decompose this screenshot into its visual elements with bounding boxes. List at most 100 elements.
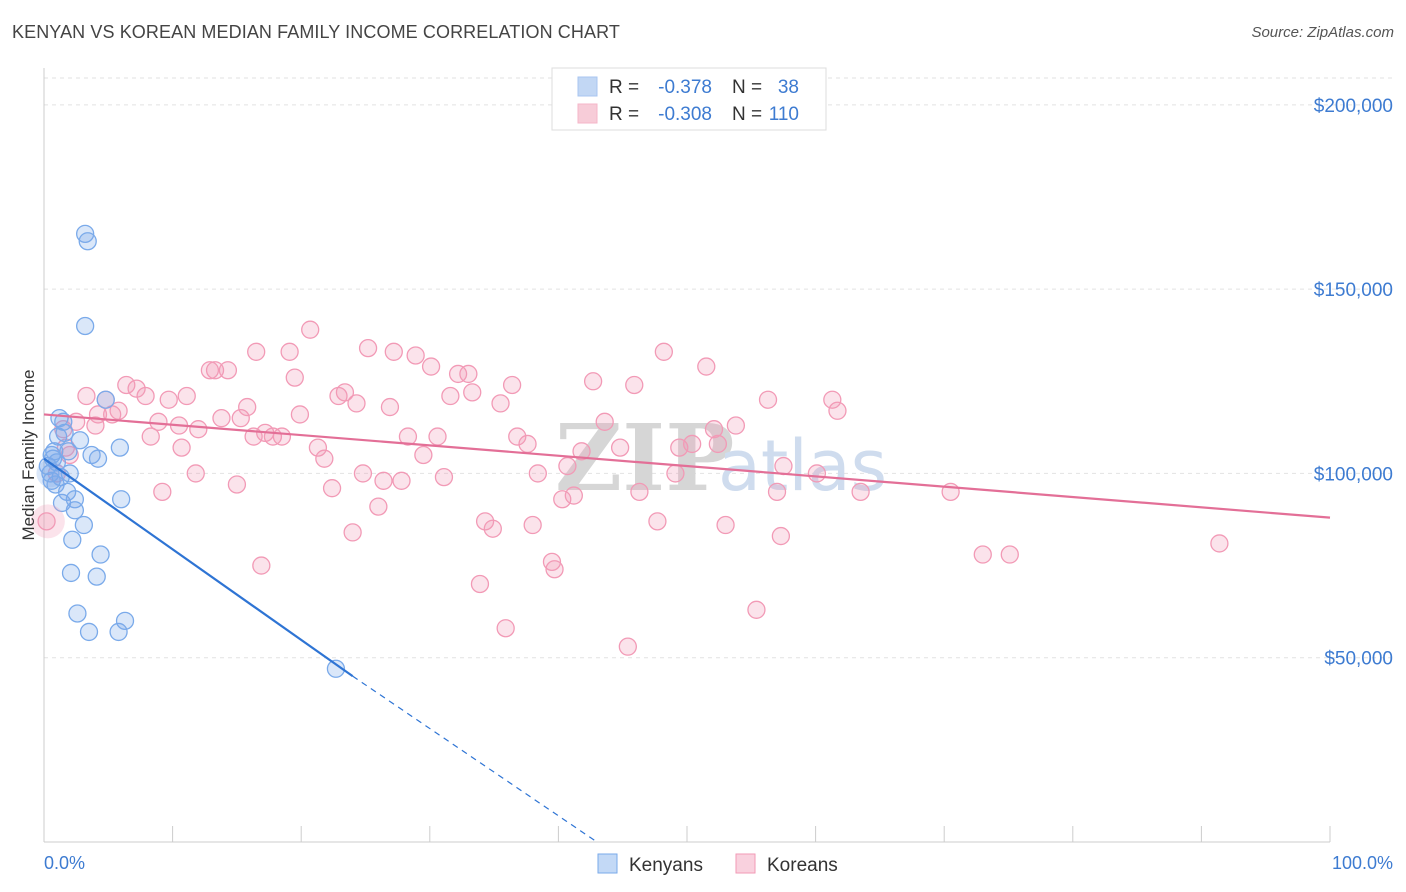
koreans-point bbox=[807, 464, 827, 483]
koreans-point bbox=[528, 464, 547, 483]
legend-n-label: N = bbox=[732, 77, 762, 98]
koreans-point bbox=[648, 512, 667, 531]
koreans-point bbox=[459, 364, 478, 384]
koreans-point bbox=[483, 519, 502, 538]
koreans-point bbox=[708, 434, 728, 454]
koreans-point bbox=[542, 552, 562, 572]
kenyans-point bbox=[45, 442, 64, 461]
kenyans-point bbox=[76, 224, 95, 244]
koreans-point bbox=[406, 346, 425, 365]
koreans-point bbox=[369, 497, 388, 516]
y-tick-label: $100,000 bbox=[1314, 464, 1393, 485]
y-axis-label: Median Family Income bbox=[19, 369, 38, 540]
koreans-point bbox=[823, 390, 842, 409]
koreans-point bbox=[247, 342, 266, 361]
legend-n-value: 38 bbox=[778, 77, 799, 98]
legend-n-value: 110 bbox=[769, 104, 799, 125]
legend: R = -0.378 N = 38 R = -0.308 N = 110 bbox=[551, 67, 827, 131]
koreans-point bbox=[353, 464, 373, 483]
kenyans-point bbox=[65, 501, 85, 520]
legend-swatch bbox=[577, 76, 598, 97]
legend-swatch bbox=[577, 103, 598, 124]
legend-r-label: R = bbox=[609, 77, 639, 98]
koreans-point bbox=[374, 471, 393, 490]
kenyans-point bbox=[63, 530, 82, 549]
kenyans-point bbox=[61, 563, 81, 583]
chart-title: KENYAN VS KOREAN MEDIAN FAMILY INCOME CO… bbox=[12, 22, 620, 42]
y-tick-label: $150,000 bbox=[1314, 280, 1393, 301]
koreans-point bbox=[421, 357, 441, 376]
kenyans-point bbox=[110, 438, 130, 457]
bottom-legend-label: Koreans bbox=[767, 855, 838, 876]
koreans-point bbox=[726, 416, 746, 435]
koreans-point bbox=[1210, 534, 1229, 553]
koreans-point bbox=[280, 342, 299, 361]
legend-r-value: -0.378 bbox=[658, 77, 712, 98]
kenyans-point bbox=[79, 622, 99, 642]
koreans-point bbox=[414, 445, 433, 465]
koreans-point bbox=[564, 486, 583, 505]
koreans-point bbox=[583, 372, 603, 391]
koreans-point bbox=[448, 364, 468, 384]
koreans-point bbox=[347, 394, 366, 413]
koreans-point bbox=[518, 434, 537, 454]
koreans-point bbox=[1000, 545, 1019, 564]
chart-source: Source: ZipAtlas.com bbox=[1251, 24, 1394, 41]
koreans-point bbox=[973, 545, 992, 564]
koreans-point bbox=[189, 420, 208, 439]
kenyans-point bbox=[326, 659, 346, 678]
koreans-point bbox=[136, 386, 155, 406]
koreans-point bbox=[545, 560, 564, 579]
label-layer: $50,000 $100,000 $150,000 $200,000 0.0% 100.0… bbox=[19, 96, 1393, 873]
koreans-point bbox=[77, 386, 96, 406]
koreans-point bbox=[218, 361, 238, 380]
koreans-point bbox=[716, 515, 735, 535]
kenyans-point bbox=[70, 431, 90, 450]
koreans-point bbox=[227, 475, 247, 494]
koreans-point bbox=[767, 482, 787, 502]
bottom-legend-swatch bbox=[735, 853, 756, 874]
koreans-point bbox=[205, 361, 225, 380]
koreans-point bbox=[117, 375, 136, 395]
kenyans-point bbox=[55, 423, 74, 443]
kenyans-point bbox=[59, 442, 78, 461]
kenyans-point bbox=[68, 604, 87, 623]
koreans-point bbox=[572, 442, 591, 461]
kenyans-point bbox=[109, 622, 128, 642]
kenyans-point bbox=[96, 390, 115, 409]
koreans-point bbox=[697, 357, 716, 376]
koreans-point bbox=[322, 479, 342, 498]
koreans-point bbox=[558, 456, 577, 476]
koreans-point bbox=[475, 512, 495, 531]
koreans-point bbox=[502, 375, 522, 395]
legend-box bbox=[551, 67, 827, 131]
koreans-point bbox=[384, 342, 403, 361]
koreans-point bbox=[595, 412, 614, 431]
koreans-trend-line bbox=[43, 413, 1331, 519]
koreans-point bbox=[774, 456, 793, 476]
koreans-point bbox=[186, 464, 205, 483]
koreans-point bbox=[610, 438, 630, 457]
koreans-point bbox=[172, 438, 191, 457]
koreans-point bbox=[828, 401, 847, 420]
koreans-point bbox=[200, 361, 220, 380]
koreans-point bbox=[149, 412, 168, 431]
koreans-point bbox=[380, 397, 400, 417]
koreans-point bbox=[508, 427, 527, 446]
koreans-point bbox=[428, 427, 447, 446]
koreans-point bbox=[630, 482, 649, 502]
koreans-point bbox=[682, 434, 702, 454]
koreans-point bbox=[343, 523, 362, 542]
kenyans-point bbox=[115, 611, 135, 631]
kenyans-point bbox=[36, 459, 65, 488]
koreans-point bbox=[153, 482, 172, 502]
koreans-point bbox=[463, 383, 482, 402]
koreans-point bbox=[177, 386, 196, 406]
koreans-point bbox=[30, 504, 65, 539]
koreans-point bbox=[285, 368, 304, 387]
koreans-point bbox=[358, 338, 378, 358]
koreans-point bbox=[398, 427, 418, 446]
koreans-point bbox=[109, 401, 128, 420]
koreans-point bbox=[553, 490, 572, 509]
bottom-legend: Kenyans Koreans bbox=[597, 853, 838, 876]
